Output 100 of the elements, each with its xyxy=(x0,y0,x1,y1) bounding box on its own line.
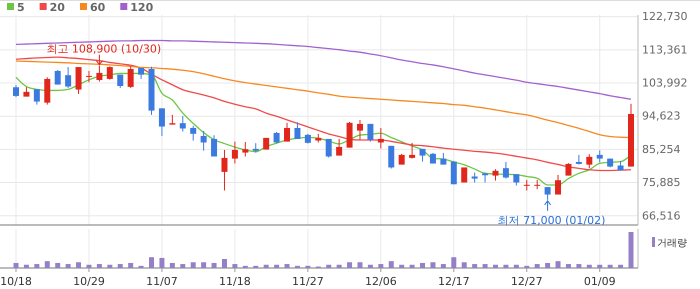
y-tick-label: 94,623 xyxy=(642,110,680,123)
x-tick-label: 12/06 xyxy=(364,274,397,288)
candlestick xyxy=(513,174,520,186)
bar xyxy=(420,262,426,268)
bar xyxy=(170,262,175,268)
legend-label: 거래량 xyxy=(657,238,687,249)
bar xyxy=(284,264,290,268)
bar xyxy=(44,261,50,268)
bar xyxy=(76,262,82,268)
bar xyxy=(514,264,519,268)
bar xyxy=(159,258,164,268)
bar xyxy=(201,262,206,268)
candlestick xyxy=(96,65,102,82)
candlestick xyxy=(502,161,509,180)
candlestick xyxy=(565,162,572,176)
candlestick xyxy=(367,123,374,142)
bar xyxy=(462,262,467,268)
y-tick-label: 75,885 xyxy=(642,176,680,190)
x-tick-label: 01/09 xyxy=(584,274,616,288)
legend-label: 120 xyxy=(130,1,154,14)
bar xyxy=(368,264,373,268)
bar xyxy=(24,264,29,268)
bar xyxy=(222,259,227,268)
bar xyxy=(55,262,60,268)
bar xyxy=(430,262,436,268)
candlestick xyxy=(544,186,551,200)
bar xyxy=(618,264,624,268)
bar xyxy=(107,264,112,268)
candlestick xyxy=(242,141,248,157)
line-series xyxy=(15,40,632,100)
annotation: 최저 71,000 (01/02) xyxy=(498,214,606,227)
candlestick xyxy=(524,179,530,191)
candlestick xyxy=(211,134,218,157)
bar xyxy=(492,264,498,268)
bar xyxy=(556,261,561,268)
candlestick xyxy=(534,179,540,190)
y-tick-label: 103,992 xyxy=(642,76,688,90)
bar xyxy=(628,232,634,268)
candlestick xyxy=(200,130,207,152)
bar xyxy=(388,261,394,268)
bar xyxy=(190,262,196,268)
bar xyxy=(336,264,342,268)
candlestick xyxy=(117,74,124,88)
bar xyxy=(66,264,71,268)
candlestick xyxy=(304,133,311,144)
candlestick xyxy=(128,66,134,88)
bar xyxy=(410,264,415,268)
candlestick xyxy=(34,88,40,106)
y-tick-label: 85,254 xyxy=(642,142,680,156)
candlestick xyxy=(44,76,50,106)
annotation: 최고 108,900 (10/30) xyxy=(46,42,162,56)
y-tick-label: 66,516 xyxy=(642,209,680,222)
candlestick xyxy=(190,125,196,142)
candlestick xyxy=(388,145,394,170)
candlestick xyxy=(252,142,259,154)
y-tick-label: 113,361 xyxy=(642,43,688,56)
bar xyxy=(232,264,238,268)
bar xyxy=(576,264,582,268)
bar xyxy=(274,264,280,268)
bar xyxy=(451,257,456,268)
candlestick xyxy=(232,141,238,164)
candlestick xyxy=(54,69,61,86)
candlestick xyxy=(180,115,186,132)
x-tick-label: 11/18 xyxy=(219,274,251,288)
candlestick xyxy=(274,131,280,144)
bar xyxy=(503,264,508,268)
bar xyxy=(264,264,269,268)
x-tick-label: 12/27 xyxy=(510,274,543,288)
bar xyxy=(118,264,123,268)
bar xyxy=(14,262,18,268)
x-tick-label: 12/17 xyxy=(438,274,470,288)
bar xyxy=(597,264,602,268)
legend-label: 20 xyxy=(50,1,66,14)
bar xyxy=(149,257,154,268)
candlestick xyxy=(492,168,498,182)
bar xyxy=(347,262,352,268)
legend-label: 5 xyxy=(17,1,25,14)
bar xyxy=(357,262,362,268)
legend-label: 60 xyxy=(90,1,106,14)
candlestick xyxy=(158,108,165,136)
candlestick xyxy=(13,84,19,98)
bar xyxy=(378,264,384,268)
bar xyxy=(96,264,102,268)
bar xyxy=(608,264,613,268)
candlestick xyxy=(576,154,582,166)
bar xyxy=(180,264,186,268)
x-tick-label: 10/18 xyxy=(0,274,32,288)
x-tick-label: 11/07 xyxy=(146,274,178,288)
bar xyxy=(212,262,217,268)
candlestick xyxy=(65,66,72,88)
bar xyxy=(128,262,134,268)
bar xyxy=(399,264,404,268)
bar xyxy=(586,264,592,268)
candlestick xyxy=(450,160,457,185)
candlestick xyxy=(76,66,82,94)
x-tick-label: 11/27 xyxy=(292,274,324,288)
bar xyxy=(545,262,550,268)
bar xyxy=(86,264,92,268)
candlestick xyxy=(555,174,562,196)
x-tick-label: 10/29 xyxy=(73,274,105,288)
